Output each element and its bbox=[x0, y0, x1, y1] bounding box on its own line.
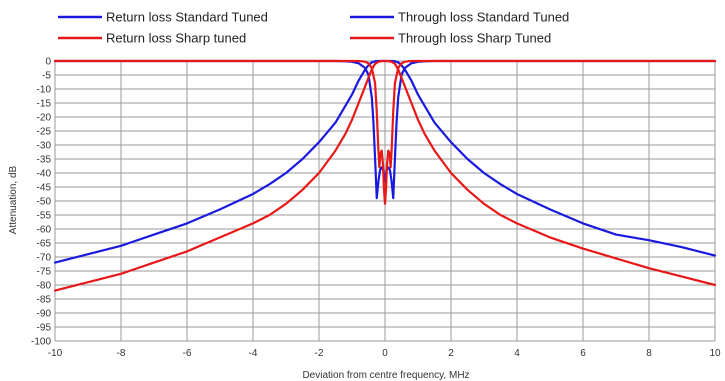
y-tick-label: -70 bbox=[37, 253, 52, 264]
x-tick-label: -8 bbox=[117, 348, 126, 359]
y-tick-label: -20 bbox=[37, 113, 52, 124]
x-tick-label: -6 bbox=[183, 348, 192, 359]
y-tick-label: -65 bbox=[37, 239, 52, 250]
y-tick-label: -50 bbox=[37, 197, 52, 208]
x-tick-label: -4 bbox=[249, 348, 258, 359]
legend: Return loss Standard Tuned Through loss S… bbox=[58, 10, 569, 46]
y-axis-tick-labels: 0 -5 -10 -15 -20 -25 -30 -35 -40 -45 -50 -55 -60 -65 -… bbox=[31, 57, 51, 348]
x-tick-label: -2 bbox=[315, 348, 324, 359]
y-tick-label: -40 bbox=[37, 169, 52, 180]
series-line-through-loss-sharp-tuned bbox=[53, 59, 717, 205]
series-lines bbox=[53, 59, 717, 292]
y-tick-label: -30 bbox=[37, 141, 52, 152]
y-tick-label: -45 bbox=[37, 183, 52, 194]
x-tick-label: 0 bbox=[382, 348, 388, 359]
x-axis-tick-labels: -10 -8 -6 -4 -2 0 2 4 6 8 10 bbox=[48, 348, 721, 359]
series-line-through-loss-standard-tuned bbox=[53, 59, 717, 200]
x-tick-label: 8 bbox=[646, 348, 652, 359]
grid bbox=[54, 60, 716, 342]
y-tick-label: -5 bbox=[42, 71, 51, 82]
x-axis-title: Deviation from centre frequency, MHz bbox=[302, 370, 469, 381]
y-tick-label: -80 bbox=[37, 281, 52, 292]
x-tick-label: 2 bbox=[448, 348, 454, 359]
legend-label-through-loss-sharp-tuned: Through loss Sharp Tuned bbox=[398, 31, 551, 46]
y-tick-label: -60 bbox=[37, 225, 52, 236]
y-tick-label: -25 bbox=[37, 127, 52, 138]
y-tick-label: -10 bbox=[37, 85, 52, 96]
y-tick-label: -90 bbox=[37, 309, 52, 320]
y-tick-label: -15 bbox=[37, 99, 52, 110]
y-tick-label: -75 bbox=[37, 267, 52, 278]
series-line-return-loss-sharp-tuned bbox=[53, 59, 717, 292]
x-tick-label: 10 bbox=[709, 348, 721, 359]
y-tick-label: -95 bbox=[37, 323, 52, 334]
x-tick-label: 4 bbox=[514, 348, 520, 359]
legend-label-return-loss-sharp-tuned: Return loss Sharp tuned bbox=[106, 31, 246, 46]
legend-label-through-loss-standard-tuned: Through loss Standard Tuned bbox=[398, 10, 569, 25]
y-tick-label: -85 bbox=[37, 295, 52, 306]
y-tick-label: -35 bbox=[37, 155, 52, 166]
y-tick-label: 0 bbox=[45, 57, 51, 68]
y-tick-label: -100 bbox=[31, 337, 51, 348]
x-tick-label: 6 bbox=[580, 348, 586, 359]
x-tick-label: -10 bbox=[48, 348, 63, 359]
legend-label-return-loss-standard-tuned: Return loss Standard Tuned bbox=[106, 10, 268, 25]
y-axis-title: Attenuation, dB bbox=[8, 165, 19, 234]
y-tick-label: -55 bbox=[37, 211, 52, 222]
